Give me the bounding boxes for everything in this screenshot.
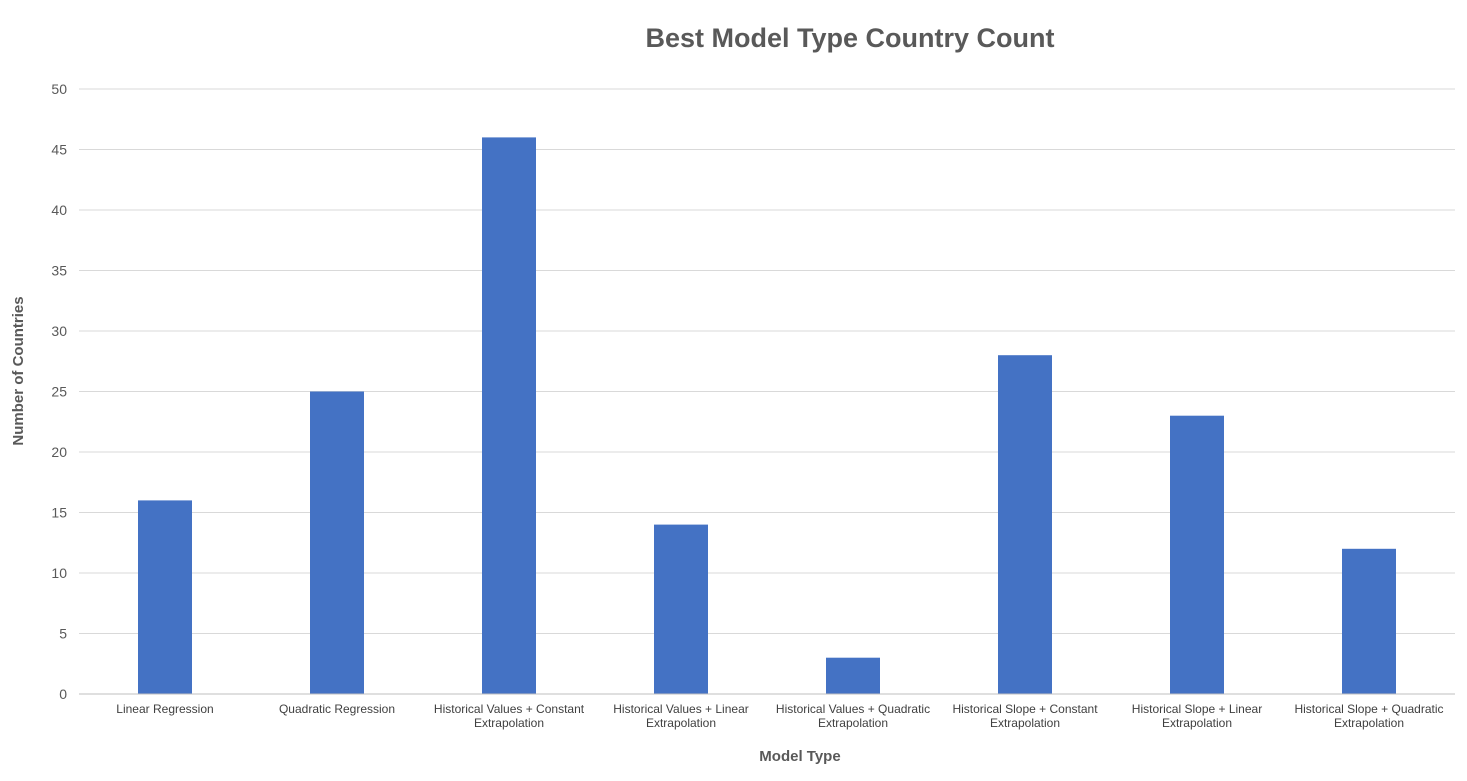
bar xyxy=(138,500,192,694)
x-tick-label: Historical Values + Constant Extrapolatio… xyxy=(434,702,585,730)
bars xyxy=(138,137,1396,694)
x-tick-label: Historical Values + Linear Extrapolation xyxy=(613,702,749,730)
x-tick-label: Historical Slope + Constant Extrapolation xyxy=(952,702,1098,730)
y-tick-label: 50 xyxy=(51,81,67,97)
y-tick-label: 20 xyxy=(51,444,67,460)
bar xyxy=(1170,415,1224,694)
y-tick-label: 45 xyxy=(51,142,67,158)
bar xyxy=(826,657,880,694)
x-tick-label: Historical Values + Quadratic Extrapolati… xyxy=(776,702,930,730)
y-axis-title: Number of Countries xyxy=(10,296,27,445)
x-tick-label: Linear Regression xyxy=(116,702,213,716)
x-axis-ticks: Linear Regression Quadratic Regression His… xyxy=(116,702,1443,730)
y-tick-label: 40 xyxy=(51,202,67,218)
x-tick-label: Quadratic Regression xyxy=(279,702,395,716)
y-tick-label: 30 xyxy=(51,323,67,339)
x-tick-label: Historical Slope + Quadratic Extrapolatio… xyxy=(1294,702,1443,730)
y-tick-label: 35 xyxy=(51,263,67,279)
bar xyxy=(1342,548,1396,694)
gridlines xyxy=(79,88,1455,634)
bar xyxy=(998,355,1052,694)
y-tick-label: 25 xyxy=(51,384,67,400)
y-tick-label: 10 xyxy=(51,565,67,581)
bar xyxy=(310,391,364,694)
x-tick-label: Historical Slope + Linear Extrapolation xyxy=(1132,702,1262,730)
y-tick-label: 5 xyxy=(59,626,67,642)
x-axis-title: Model Type xyxy=(759,748,840,765)
bar xyxy=(654,524,708,694)
chart-title: Best Model Type Country Count xyxy=(646,23,1055,53)
y-tick-label: 0 xyxy=(59,686,67,702)
y-tick-label: 15 xyxy=(51,505,67,521)
y-axis-ticks: 0 5 10 15 20 25 30 35 40 45 50 xyxy=(51,81,67,702)
bar xyxy=(482,137,536,694)
